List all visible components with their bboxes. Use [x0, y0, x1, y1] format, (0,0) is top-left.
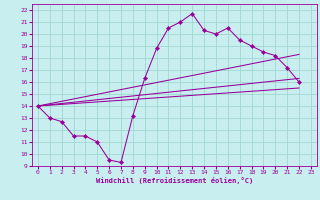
X-axis label: Windchill (Refroidissement éolien,°C): Windchill (Refroidissement éolien,°C) — [96, 177, 253, 184]
